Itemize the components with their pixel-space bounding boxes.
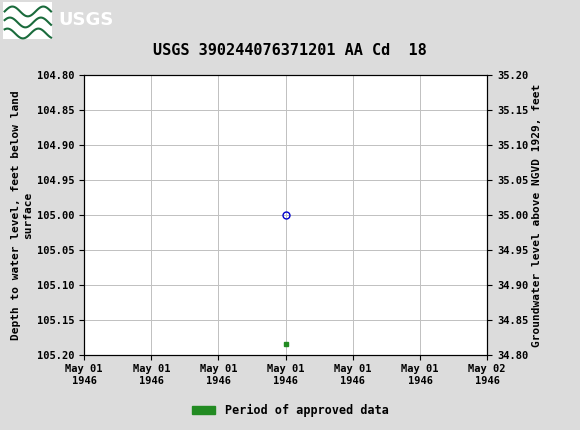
Text: USGS: USGS (58, 12, 113, 29)
Y-axis label: Depth to water level, feet below land
surface: Depth to water level, feet below land su… (11, 90, 32, 340)
Text: USGS 390244076371201 AA Cd  18: USGS 390244076371201 AA Cd 18 (153, 43, 427, 58)
Bar (3, 2, 52, 39)
Legend: Period of approved data: Period of approved data (187, 399, 393, 422)
Y-axis label: Groundwater level above NGVD 1929, feet: Groundwater level above NGVD 1929, feet (532, 83, 542, 347)
